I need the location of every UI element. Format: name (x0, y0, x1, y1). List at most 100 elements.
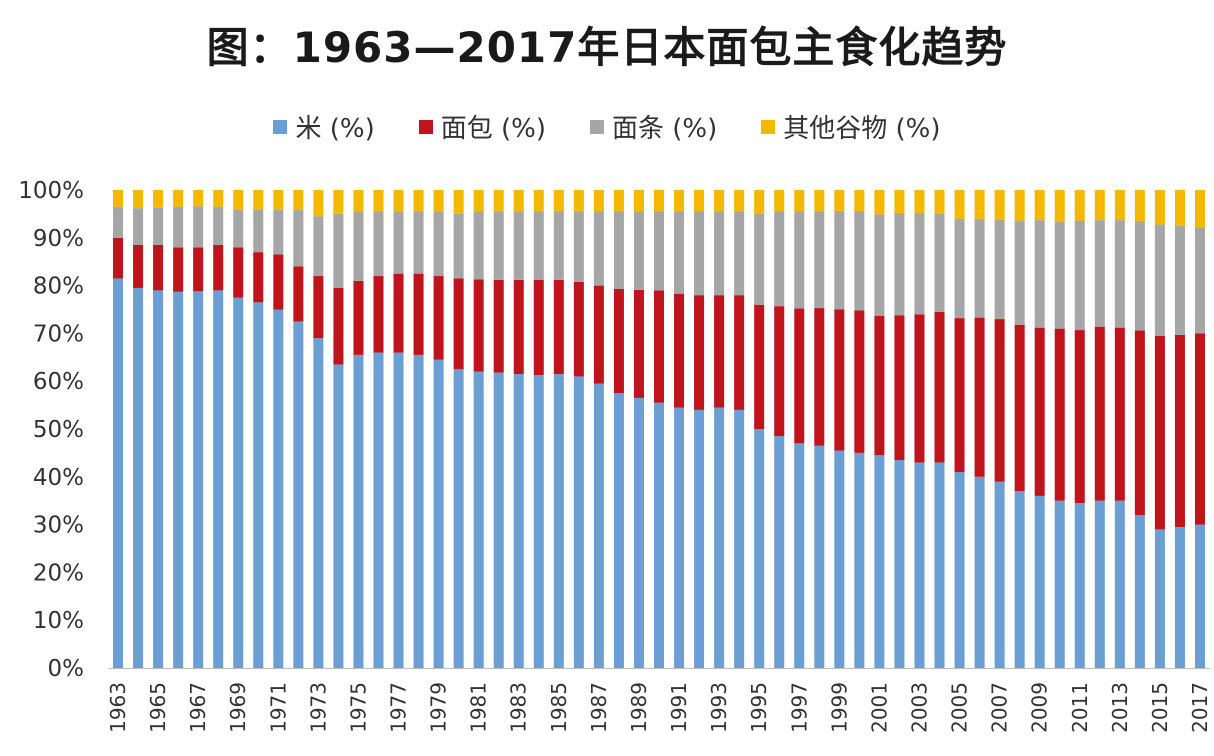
bar-segment-rice (113, 278, 124, 668)
bar-segment-bread (573, 281, 584, 377)
bar-segment-bread (133, 244, 144, 288)
bar-segment-bread (674, 293, 685, 408)
y-tick-label: 40% (33, 465, 84, 491)
bar-segment-other-grains (774, 190, 785, 212)
bar-segment-bread (313, 276, 324, 339)
y-tick-label: 0% (48, 656, 85, 682)
bar-segment-rice (653, 402, 665, 668)
bar-segment-noodles (794, 211, 805, 309)
bar-segment-noodles (493, 211, 504, 280)
bar-segment-noodles (653, 211, 665, 291)
legend-label-rice: 米 (%) (295, 114, 375, 144)
bar-segment-rice (373, 352, 384, 668)
bar-segment-bread (453, 278, 464, 370)
bar-segment-noodles (613, 211, 624, 289)
bar-segment-other-grains (373, 190, 384, 212)
bar-segment-noodles (333, 213, 344, 288)
y-tick-label: 20% (33, 560, 84, 586)
bar-segment-other-grains (834, 190, 845, 212)
bar-segment-bread (653, 290, 665, 403)
x-tick-label: 1989 (627, 682, 651, 733)
bar-segment-other-grains (1094, 190, 1105, 221)
legend-swatch-bread (418, 119, 433, 134)
x-tick-label: 2011 (1068, 682, 1092, 733)
bar-segment-bread (293, 266, 304, 322)
bar-segment-noodles (934, 213, 945, 312)
legend-item-noodles: 面条 (%) (590, 108, 717, 145)
bar-segment-bread (233, 247, 244, 298)
bar-segment-noodles (1174, 225, 1185, 335)
bar-segment-bread (333, 287, 344, 365)
bar-segment-rice (994, 481, 1005, 668)
bar-segment-other-grains (273, 190, 284, 211)
bar-segment-noodles (553, 211, 564, 280)
bar-segment-bread (774, 306, 785, 437)
bar-segment-bread (754, 304, 765, 429)
bar-segment-noodles (1074, 220, 1085, 331)
bar-segment-rice (934, 462, 945, 668)
bar-segment-other-grains (894, 190, 905, 213)
bar-segment-rice (734, 409, 745, 668)
x-tick-label: 1981 (467, 682, 491, 733)
bar-segment-bread (473, 279, 484, 372)
bar-segment-bread (1194, 333, 1205, 525)
bar-segment-other-grains (333, 190, 344, 214)
bar-segment-noodles (694, 211, 705, 296)
bar-segment-bread (834, 309, 845, 451)
bar-segment-rice (493, 372, 504, 668)
bar-segment-noodles (1154, 224, 1165, 336)
bar-segment-rice (453, 369, 464, 668)
legend-label-bread: 面包 (%) (440, 114, 546, 144)
bar-segment-rice (233, 297, 244, 668)
y-tick-label: 10% (33, 608, 84, 634)
bar-segment-other-grains (313, 190, 324, 217)
bar-segment-noodles (874, 214, 885, 316)
bar-segment-other-grains (1034, 190, 1045, 221)
bar-segment-rice (613, 393, 624, 668)
bar-segment-rice (1134, 515, 1145, 668)
bar-segment-other-grains (714, 190, 725, 212)
bar-segment-bread (553, 279, 564, 375)
bar-segment-bread (633, 289, 644, 398)
x-tick-label: 1975 (347, 682, 371, 733)
bar-segment-bread (1054, 328, 1065, 501)
bar-segment-other-grains (633, 190, 644, 212)
x-tick-label: 1983 (507, 682, 531, 733)
bar-segment-other-grains (874, 190, 885, 215)
bar-segment-bread (814, 308, 825, 446)
bar-segment-noodles (133, 208, 144, 245)
legend-item-other-grains: 其他谷物 (%) (761, 108, 941, 145)
bar-segment-rice (413, 354, 424, 668)
bar-segment-bread (894, 315, 905, 461)
bar-segment-other-grains (513, 190, 524, 212)
bar-segment-rice (253, 302, 264, 668)
bar-segment-rice (894, 460, 905, 668)
bar-segment-other-grains (1054, 190, 1065, 223)
bar-segment-other-grains (814, 190, 825, 212)
bar-segment-other-grains (1194, 190, 1205, 228)
x-tick-label: 2009 (1028, 682, 1052, 733)
bar-segment-rice (213, 290, 224, 668)
bar-segment-noodles (373, 211, 384, 277)
x-tick-label: 2001 (867, 682, 891, 733)
bar-segment-other-grains (413, 190, 424, 212)
bar-segment-bread (213, 244, 224, 291)
bar-segment-bread (153, 244, 164, 291)
legend-label-noodles: 面条 (%) (612, 114, 718, 144)
bar-segment-noodles (954, 218, 965, 319)
bar-segment-bread (854, 310, 865, 453)
bar-segment-noodles (473, 211, 484, 280)
bar-segment-bread (1014, 324, 1025, 492)
bar-segment-other-grains (734, 190, 745, 212)
bar-segment-rice (794, 443, 805, 668)
legend-item-bread: 面包 (%) (418, 108, 546, 145)
bar-segment-other-grains (1014, 190, 1025, 221)
x-tick-label: 1973 (306, 682, 330, 733)
bar-segment-other-grains (754, 190, 765, 214)
legend-item-rice: 米 (%) (273, 108, 375, 145)
bar-segment-bread (1074, 330, 1085, 504)
x-tick-label: 1979 (427, 682, 451, 733)
bar-segment-rice (553, 374, 564, 668)
bar-segment-noodles (714, 211, 725, 296)
bar-segment-other-grains (1134, 190, 1145, 222)
